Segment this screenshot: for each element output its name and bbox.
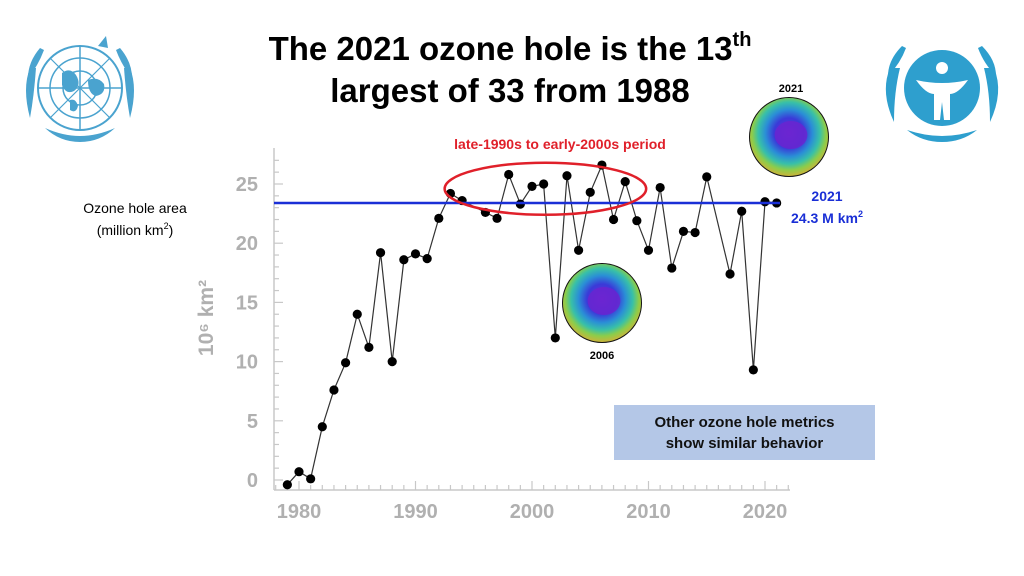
data-point xyxy=(702,172,712,182)
y-tick-label: 10 xyxy=(236,352,258,374)
reference-line-label: 2021 24.3 M km2 xyxy=(772,185,882,229)
y-tick-label: 5 xyxy=(247,411,258,433)
y-tick-label: 25 xyxy=(236,174,258,196)
x-tick-label: 2020 xyxy=(743,501,788,523)
data-point xyxy=(294,467,304,477)
ozone-hole-area-label: Ozone hole area (million km2) xyxy=(60,197,210,241)
x-tick-label: 1980 xyxy=(277,501,322,523)
y-axis-label: 10⁶ km² xyxy=(195,280,218,356)
left-label-suffix: ) xyxy=(168,222,174,238)
ozone-hole-core xyxy=(587,286,621,316)
wmo-emblem-icon xyxy=(26,36,134,142)
data-point xyxy=(375,248,386,258)
ozone-image-label-2006: 2006 xyxy=(589,350,615,362)
ozone-image-2021 xyxy=(749,97,829,177)
data-point xyxy=(387,357,397,367)
data-point xyxy=(364,342,374,352)
slide-title: The 2021 ozone hole is the 13th largest … xyxy=(180,28,840,112)
left-label-line-2: (million km2) xyxy=(60,219,210,241)
data-point xyxy=(504,169,514,180)
period-annotation-label: late-1990s to early-2000s period xyxy=(454,136,666,152)
y-tick-label: 15 xyxy=(236,292,258,314)
ozone-hole-core xyxy=(774,120,808,150)
axes: 0 5 10 15 20 25 1980 1990 2000 2010 2020 10⁶ km² xyxy=(195,148,790,523)
data-point xyxy=(608,214,619,225)
ozone-image-2006 xyxy=(562,263,642,343)
data-point xyxy=(562,171,572,181)
unep-emblem-icon xyxy=(885,46,999,142)
y-tick-label: 20 xyxy=(236,233,258,255)
data-series xyxy=(282,160,782,490)
data-point xyxy=(585,187,595,197)
reference-value-superscript: 2 xyxy=(857,209,863,219)
data-point xyxy=(341,358,351,368)
data-point xyxy=(282,480,292,490)
data-point xyxy=(317,422,327,432)
y-tick-label: 0 xyxy=(247,470,258,492)
data-point xyxy=(329,385,339,395)
reference-value: 24.3 M km2 xyxy=(772,207,882,229)
title-line-1: The 2021 ozone hole is the 13th xyxy=(180,28,840,70)
x-tick-label: 1990 xyxy=(393,501,438,523)
x-tick-label: 2010 xyxy=(626,501,671,523)
data-point xyxy=(667,263,677,273)
data-point xyxy=(492,213,502,223)
left-label-superscript: 2 xyxy=(163,221,169,231)
left-label-line-2-text: (million km xyxy=(96,222,164,238)
data-point xyxy=(434,213,444,223)
data-point xyxy=(725,269,735,279)
data-point xyxy=(399,255,409,265)
data-point xyxy=(539,179,549,189)
data-point xyxy=(737,206,747,216)
title-superscript: th xyxy=(732,29,752,51)
data-point xyxy=(352,309,362,319)
reference-year: 2021 xyxy=(811,188,843,204)
data-point xyxy=(306,474,316,484)
data-point xyxy=(620,177,630,187)
data-point xyxy=(410,249,421,259)
data-point xyxy=(678,226,689,236)
ozone-image-label-2021: 2021 xyxy=(778,83,804,95)
x-tick-label: 2000 xyxy=(510,501,555,523)
data-point xyxy=(632,216,642,226)
note-box: Other ozone hole metrics show similar be… xyxy=(614,405,875,460)
data-point xyxy=(655,182,665,193)
data-point xyxy=(527,181,537,191)
data-point xyxy=(690,227,700,238)
data-point xyxy=(550,333,560,343)
reference-value-text: 24.3 M km xyxy=(791,210,858,226)
note-line-2: show similar behavior xyxy=(665,434,824,452)
data-point xyxy=(574,245,584,255)
overlays xyxy=(274,97,829,343)
title-line-2: largest of 33 from 1988 xyxy=(330,72,690,109)
data-point xyxy=(643,245,654,255)
data-point xyxy=(748,365,758,375)
note-line-1: Other ozone hole metrics xyxy=(654,413,835,431)
title-line-1-text: The 2021 ozone hole is the 13 xyxy=(268,30,733,67)
period-highlight-ellipse xyxy=(443,161,648,216)
data-point xyxy=(422,253,432,264)
left-label-line-1: Ozone hole area xyxy=(83,200,187,216)
